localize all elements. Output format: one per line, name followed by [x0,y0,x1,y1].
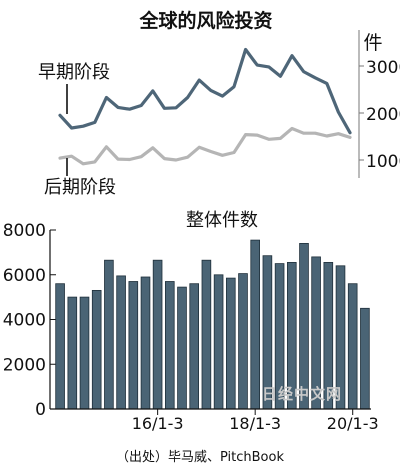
watermark: 日经中文网 [262,385,343,403]
bar [177,286,187,410]
bar-y-tick-label: 2000 [3,355,46,375]
main-title: 全球的风险投资 [138,9,272,32]
bar-y-tick-label: 0 [35,400,46,420]
bar [91,289,102,410]
bar [189,283,200,410]
bar [140,276,151,410]
top-y-tick-label: 1000 [366,152,400,172]
top-line-chart: 件 1000 2000 3000 早期阶段 后期阶段 [38,30,400,198]
top-y-tick-label: 2000 [366,105,400,125]
bottom-bar-chart: 整体件数 0 2000 4000 6000 8000 16/1-3 18/1-3 20/1-… [3,210,379,433]
bar [225,277,236,410]
bar-y-tick-label: 8000 [3,221,46,241]
bar [164,281,175,410]
bar-y-tick-label: 6000 [3,266,46,286]
bar [67,296,78,410]
bar-x-tick-label: 18/1-3 [229,414,281,433]
bar-x-tick-label: 20/1-3 [327,414,379,433]
late-stage-line [58,126,352,166]
bar [104,259,114,410]
bar [250,239,261,410]
bar [128,281,139,410]
bar [152,259,163,410]
early-stage-line [58,47,352,135]
top-y-tick-label: 3000 [366,58,400,78]
bar [116,275,126,410]
bar [55,283,65,410]
bar [213,274,224,410]
bar [347,283,358,410]
bar [79,296,90,410]
bar [238,273,248,410]
top-unit-label: 件 [363,32,382,54]
bar-chart-title: 整体件数 [186,210,258,231]
bar [201,259,212,410]
bar-y-tick-label: 4000 [3,311,46,331]
source-note: （出处）毕马威、PitchBook [115,450,284,465]
bar [360,307,370,410]
bar-x-tick-label: 16/1-3 [132,414,184,433]
legend-early-stage: 早期阶段 [38,62,110,83]
legend-late-stage: 后期阶段 [44,177,116,198]
